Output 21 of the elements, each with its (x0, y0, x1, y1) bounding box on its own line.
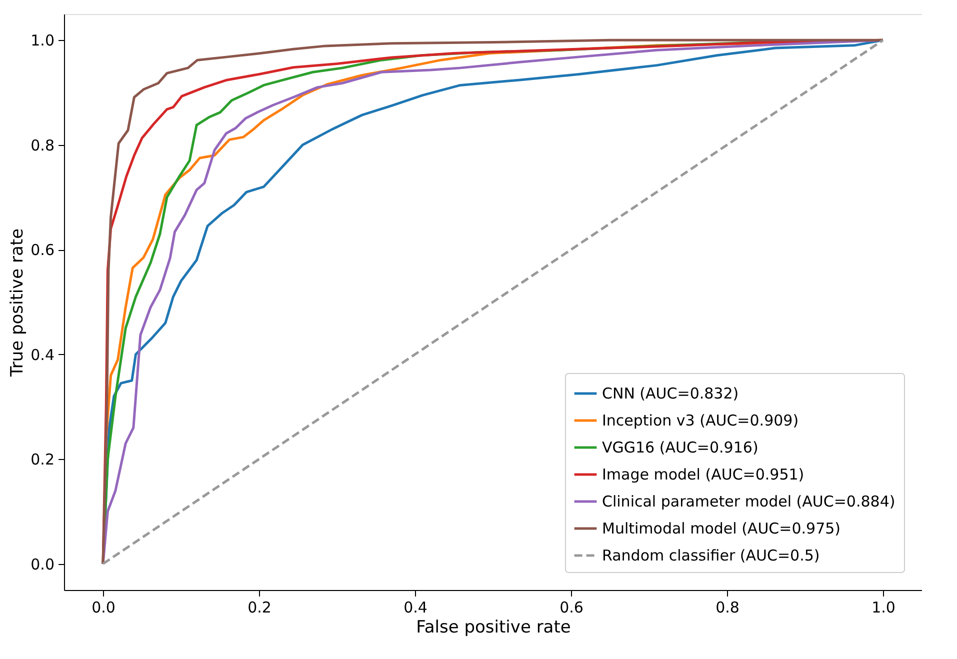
y-tick-label: 1.0 (30, 32, 54, 50)
x-tick-label: 0.8 (716, 598, 740, 616)
legend-label: Clinical parameter model (AUC=0.884) (602, 492, 896, 510)
x-tick-label: 1.0 (872, 598, 896, 616)
x-axis-title: False positive rate (416, 618, 571, 638)
legend-label: Image model (AUC=0.951) (602, 466, 804, 484)
legend-label: Random classifier (AUC=0.5) (602, 546, 820, 564)
legend-label: Inception v3 (AUC=0.909) (602, 412, 799, 430)
y-axis-title: True positive rate (8, 228, 28, 378)
x-tick-label: 0.6 (560, 598, 584, 616)
legend-label: VGG16 (AUC=0.916) (602, 438, 758, 456)
x-tick-label: 0.4 (404, 598, 428, 616)
y-tick-label: 0.6 (30, 241, 54, 260)
y-tick-label: 0.2 (30, 450, 54, 469)
x-tick-label: 0.0 (92, 598, 116, 616)
y-tick-label: 0.8 (30, 136, 54, 154)
legend-label: Multimodal model (AUC=0.975) (602, 520, 841, 538)
x-tick-label: 0.2 (248, 598, 272, 616)
y-tick-label: 0.0 (30, 555, 54, 574)
legend-label: CNN (AUC=0.832) (602, 384, 739, 402)
y-tick-label: 0.4 (30, 346, 54, 364)
